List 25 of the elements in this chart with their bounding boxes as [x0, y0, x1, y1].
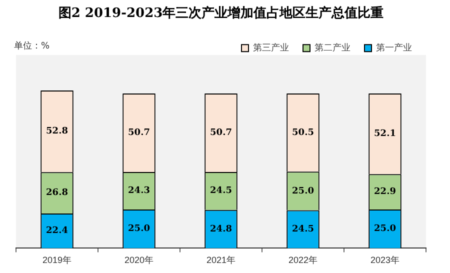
data-label: 25.0: [292, 186, 314, 196]
data-label: 50.7: [210, 128, 232, 138]
legend-label: 第二产业: [314, 42, 350, 54]
data-label: 25.0: [128, 224, 150, 234]
text: 单位：%: [14, 40, 50, 52]
x-tick-label: 2020年: [124, 255, 154, 266]
data-label: 52.1: [374, 129, 396, 140]
x-tick-label: 2022年: [288, 255, 318, 266]
legend-label: 第三产业: [253, 42, 289, 54]
legend-label: 第一产业: [376, 42, 412, 54]
data-label: 22.9: [374, 187, 396, 198]
x-tick-label: 2023年: [370, 255, 400, 266]
data-label: 22.4: [46, 226, 68, 236]
data-label: 24.8: [210, 224, 232, 234]
data-label: 50.7: [128, 128, 150, 138]
data-label: 24.5: [292, 224, 314, 235]
data-label: 50.5: [292, 128, 314, 138]
data-label: 25.0: [374, 224, 396, 234]
x-tick-label: 2019年: [42, 255, 72, 266]
data-label: 52.8: [46, 126, 68, 137]
data-label: 24.5: [210, 186, 232, 196]
data-label: 24.3: [128, 186, 150, 196]
chart-title: 图2 2019-2023年三次产业增加值占地区生产总值比重: [58, 5, 384, 22]
x-tick-label: 2021年: [206, 255, 236, 266]
data-label: 26.8: [46, 188, 68, 198]
